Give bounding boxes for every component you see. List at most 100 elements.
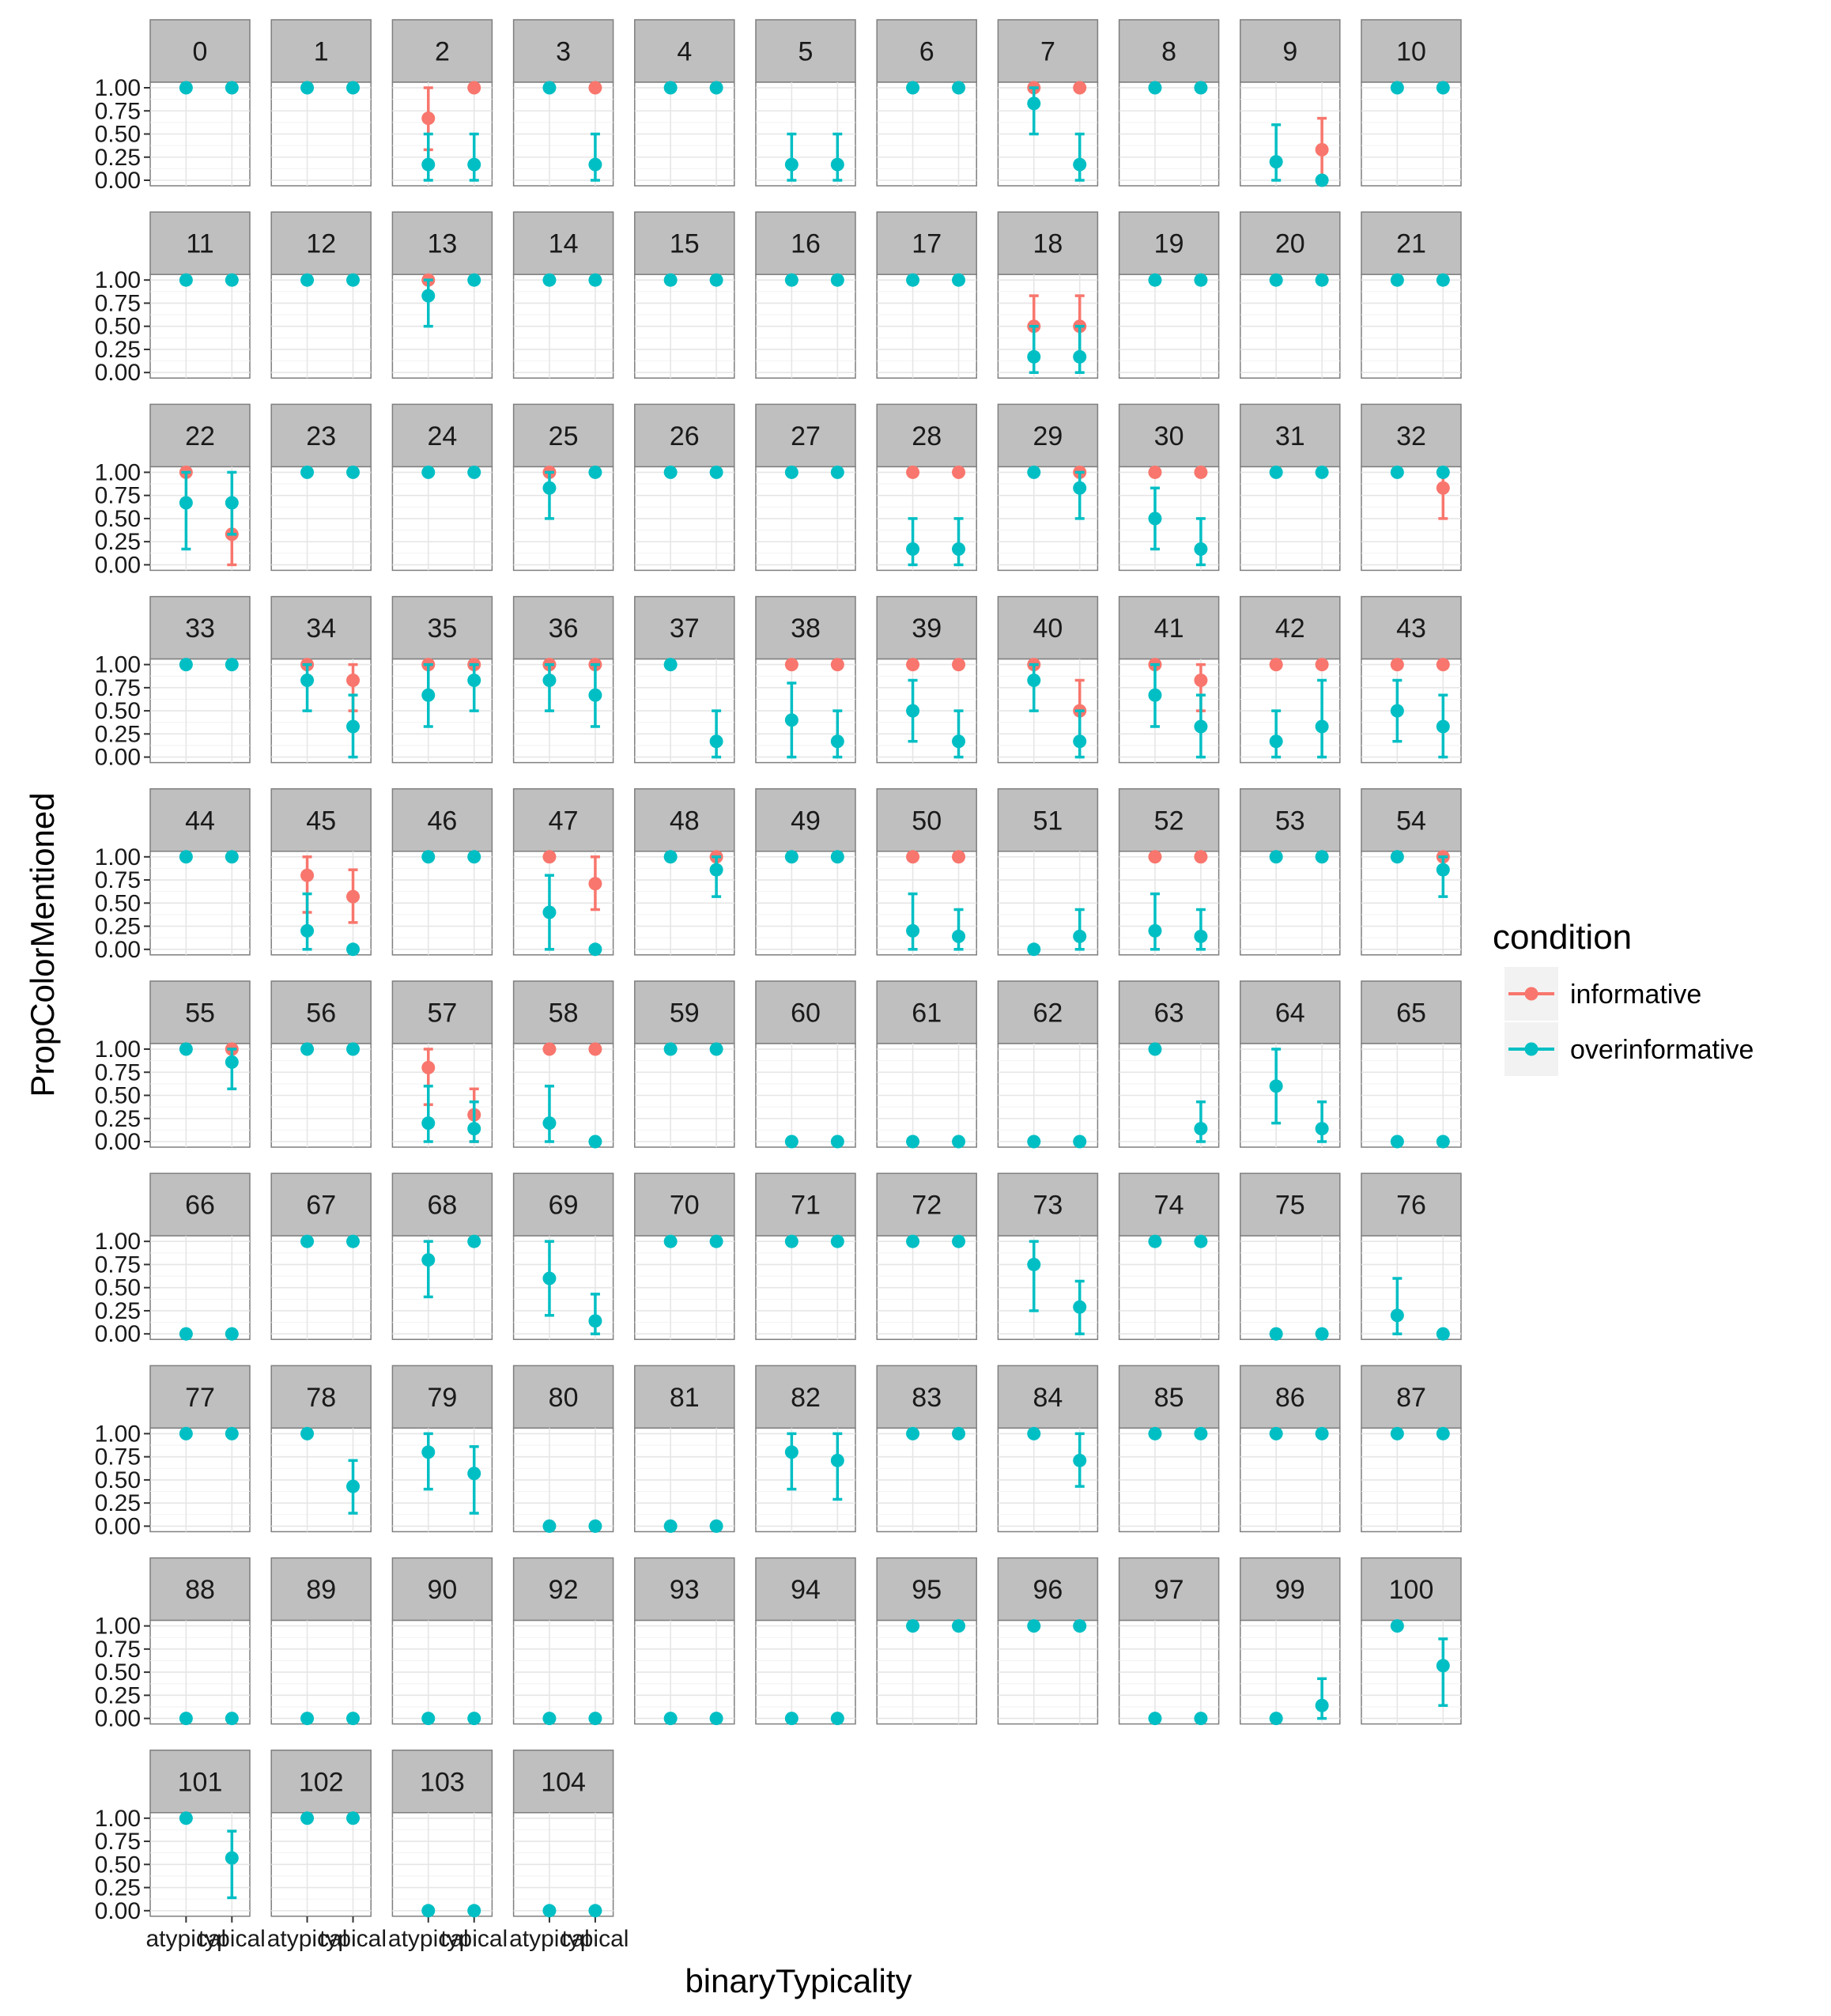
facet-strip [270,788,372,852]
facet-label: 46 [427,806,457,836]
data-point [1073,1619,1087,1633]
facet-strip [149,19,251,83]
facet-panel: 61 [876,980,977,1149]
facet-strip [755,980,856,1044]
facet-panel: 46 [391,788,493,956]
y-tick-label: 0.25 [95,914,141,940]
data-point [179,1811,193,1825]
facet-label: 87 [1396,1383,1426,1413]
facet-panel: 25 [512,403,614,572]
facet-panel: 85 [1118,1365,1220,1533]
data-point [225,81,239,95]
facet-label: 80 [549,1383,579,1413]
data-point [300,868,315,882]
facet-panel: 33 0.000.250.500.751.00 [95,595,251,771]
y-tick-label: 0.00 [95,745,141,771]
data-point [952,465,966,479]
facet-strip [1361,980,1462,1044]
facet-strip [997,1172,1099,1236]
data-point [467,850,481,864]
data-point [784,1445,798,1459]
facet-strip [1240,1172,1341,1236]
facet-strip [149,1750,251,1814]
data-point [1436,658,1450,672]
y-tick-label: 0.25 [95,1490,141,1516]
y-tick-label: 0.50 [95,1852,141,1878]
data-point [1194,273,1208,287]
data-point [952,1234,966,1248]
data-point [1436,465,1450,479]
facet-label: 43 [1396,613,1426,644]
data-point [784,157,798,172]
data-point [709,1234,723,1248]
y-tick-label: 0.75 [95,675,141,701]
data-point [1390,81,1404,95]
data-point [1073,481,1087,495]
facet-strip [1361,211,1462,275]
data-point [421,157,436,172]
facet-panel: 77 0.000.250.500.751.00 [95,1365,251,1539]
data-point [1027,1619,1041,1633]
legend-key-point [1524,987,1538,1001]
x-tick-label: atypical [146,1926,227,1952]
data-point [1436,1426,1450,1440]
facet-panel: 11 0.000.250.500.751.00 [95,211,251,386]
facet-strip [1361,595,1462,660]
data-point [1073,81,1087,95]
facet-label: 78 [306,1383,336,1413]
facet-strip [512,1557,614,1621]
data-point [784,658,798,672]
data-point [588,465,602,479]
data-point [346,1712,361,1726]
y-tick-label: 0.50 [95,1275,141,1301]
data-point [1194,719,1208,734]
data-point [1148,1426,1162,1440]
facet-label: 77 [185,1383,215,1413]
y-tick-label: 0.75 [95,1059,141,1085]
data-point [1148,273,1162,287]
data-point [542,273,557,287]
facet-panel: 26 [634,403,735,572]
data-point [467,1234,481,1248]
data-point [1436,273,1450,287]
data-point [542,1519,557,1533]
facet-panel: 36 [512,595,614,764]
facet-panel: 75 [1240,1172,1341,1341]
facet-label: 72 [912,1191,942,1221]
data-point [467,273,481,287]
facet-label: 11 [186,229,213,259]
facet-strip [270,403,372,468]
facet-strip [391,595,493,660]
data-point [421,1904,436,1918]
data-point [179,658,193,672]
facet-strip [1240,211,1341,275]
facet-label: 75 [1275,1191,1305,1221]
y-tick-label: 0.50 [95,506,141,532]
facet-strip [1118,1557,1220,1621]
facet-panel: 51 [997,788,1099,957]
facet-label: 93 [670,1575,700,1605]
facet-label: 5 [798,37,814,67]
data-point [467,673,481,687]
y-tick-label: 1.00 [95,652,141,678]
y-tick-label: 0.75 [95,1444,141,1470]
data-point [830,273,844,287]
data-point [906,273,920,287]
data-point [1269,465,1283,479]
facet-label: 40 [1033,613,1063,644]
data-point [952,734,966,749]
facet-label: 13 [427,229,457,259]
facet-panel: 5 [755,19,856,187]
x-tick-label: atypical [388,1926,469,1952]
data-point [952,1619,966,1633]
data-point [1269,1079,1283,1093]
facet-strip [755,788,856,852]
data-point [1194,673,1208,687]
data-point [542,481,557,495]
data-point [1073,1300,1087,1314]
facet-panel: 70 [634,1172,735,1340]
data-point [906,704,920,718]
data-point [179,273,193,287]
data-point [346,1042,361,1056]
